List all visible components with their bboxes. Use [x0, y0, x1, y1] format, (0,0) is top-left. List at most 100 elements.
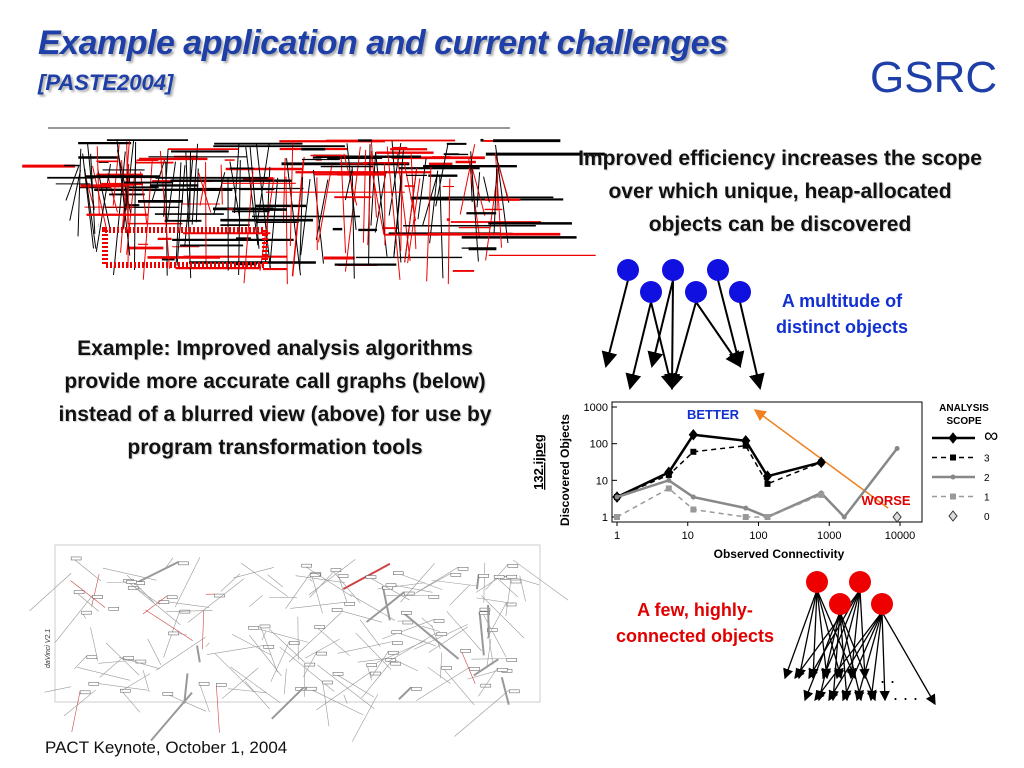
subtitle: [PASTE2004]	[38, 70, 174, 95]
blurred-graph-edge	[282, 158, 286, 223]
blurred-graph-edge	[407, 178, 421, 264]
blurred-graph-edge	[233, 143, 240, 214]
call-graph-edge	[478, 668, 498, 697]
call-graph-edge	[202, 610, 205, 650]
call-graph-node	[123, 656, 134, 660]
blurred-graph-edge	[77, 148, 82, 237]
side-label: 132.ijpeg	[531, 434, 546, 490]
legend-label: 2	[984, 473, 990, 484]
call-graph-node	[436, 632, 448, 636]
call-graph-edge	[244, 681, 270, 710]
call-graph-edge	[446, 611, 482, 652]
call-graph-edge	[215, 683, 220, 733]
call-graph-edge	[71, 690, 81, 733]
marker	[764, 480, 771, 487]
call-graph-edge	[471, 658, 507, 660]
graph-label: daVinci V2.1	[45, 629, 52, 668]
call-graph-edge	[366, 591, 405, 623]
fan-arrow	[839, 611, 864, 702]
call-graph-edge	[240, 562, 288, 597]
text-block: Example: Improved analysis algorithms pr…	[58, 337, 492, 459]
red-objects	[783, 571, 936, 706]
call-graph-edge	[439, 652, 443, 678]
ellipsis: . . .	[893, 684, 918, 704]
red-object	[806, 571, 828, 593]
blurred-graph-edge	[133, 141, 137, 271]
call-graph-edge	[343, 694, 348, 704]
call-graph-edge	[479, 607, 507, 658]
blurred-graph-edge	[403, 161, 417, 222]
call-graph-edge	[222, 667, 259, 699]
call-graph-edge	[198, 682, 210, 713]
x-tick-label: 1	[614, 530, 620, 542]
call-graph-edge	[505, 579, 512, 617]
y-tick-label: 10	[596, 475, 608, 487]
call-graph-edge	[215, 653, 255, 693]
call-graph-edge	[473, 658, 499, 677]
call-graph-edge	[295, 575, 346, 583]
call-graph-node	[391, 630, 402, 635]
call-graph-edge	[441, 666, 475, 706]
call-graph-edge	[233, 567, 274, 579]
blurred-graph-edge	[229, 161, 241, 222]
call-graph-edge	[196, 645, 201, 663]
label: A multitude of distinct objects	[775, 291, 909, 337]
call-graph-node	[510, 579, 522, 584]
call-graph-node	[365, 575, 377, 579]
call-graph-node	[306, 686, 317, 691]
call-graph-edge	[421, 625, 440, 632]
call-graph-edge	[400, 610, 460, 660]
marker	[948, 432, 958, 444]
call-graph-edge	[309, 578, 313, 582]
red-object	[829, 593, 851, 615]
fan-arrow	[816, 611, 841, 702]
call-graph-edge	[314, 625, 350, 657]
call-graph-edge	[332, 672, 374, 698]
blurred-graph-edge	[291, 159, 304, 276]
call-graph-edge	[90, 627, 99, 662]
call-graph-node	[401, 611, 412, 615]
call-graph-edge	[478, 611, 485, 656]
blurred-graph-edge	[417, 158, 427, 220]
call-graph-node	[288, 641, 300, 645]
call-graph-edge	[77, 667, 131, 681]
call-graph-edge	[370, 651, 389, 679]
call-graph-edge	[316, 671, 371, 711]
call-graph-edge	[500, 677, 510, 705]
marker	[690, 494, 696, 500]
call-graph-edge	[387, 632, 437, 663]
marker	[614, 514, 620, 520]
call-graph-edge	[270, 641, 290, 682]
fan-arrow	[816, 589, 832, 680]
legend-label: 1	[984, 493, 990, 504]
blue-objects	[601, 259, 765, 390]
call-graph-node	[457, 567, 469, 571]
call-graph-node	[392, 571, 404, 575]
call-graph-edge	[228, 688, 267, 694]
blurred-graph-edge	[483, 176, 490, 203]
call-graph-node	[428, 595, 440, 599]
x-tick-label: 1000	[817, 530, 841, 542]
call-graph-edge	[145, 609, 193, 641]
call-graph-edge	[283, 668, 287, 695]
blurred-graph-edge	[256, 143, 270, 227]
call-graph-node	[392, 641, 403, 645]
fan-arrow	[816, 589, 844, 680]
fan-arrow	[816, 589, 857, 680]
blurred-graph-edge	[120, 140, 130, 253]
blurred-graph-edge	[494, 144, 509, 244]
call-graph-edge	[486, 638, 492, 669]
call-graph-node	[366, 663, 378, 667]
title: Example application and current challeng…	[38, 24, 728, 62]
call-graph-node	[493, 575, 505, 579]
fan-arrow	[859, 589, 870, 680]
x-tick-label: 100	[749, 530, 767, 542]
blurred-graph-edge	[362, 149, 367, 243]
marker	[841, 514, 847, 520]
x-tick-label: 10	[682, 530, 694, 542]
blurred-graph-edge	[317, 164, 333, 243]
call-graph-edge	[259, 624, 278, 673]
call-graph-node	[450, 573, 462, 577]
call-graph-node	[479, 607, 491, 612]
blurred-graph-edge	[340, 156, 347, 254]
